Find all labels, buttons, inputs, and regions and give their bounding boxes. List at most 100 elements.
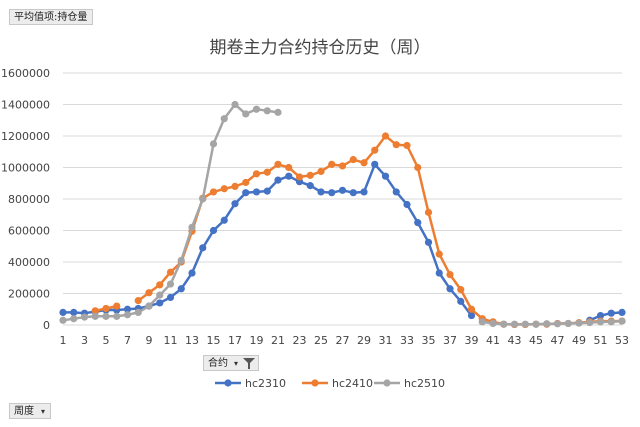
data-point	[166, 293, 175, 302]
data-point	[435, 269, 443, 277]
x-tick-label: 37	[443, 334, 457, 347]
data-point	[317, 188, 325, 196]
series-hc2510	[59, 100, 626, 328]
data-point	[209, 188, 218, 196]
data-point	[618, 308, 626, 316]
x-tick-label: 21	[271, 334, 285, 347]
data-point	[414, 163, 422, 172]
chart-title: 期卷主力合约持仓历史（周）	[210, 38, 431, 58]
data-point	[478, 318, 486, 326]
data-point	[596, 318, 605, 326]
data-point	[575, 319, 583, 327]
legend-marker	[311, 379, 319, 387]
data-point	[209, 140, 218, 148]
data-point	[274, 160, 282, 168]
legend-marker	[224, 379, 232, 387]
data-point	[123, 305, 132, 313]
data-point	[59, 308, 67, 316]
data-point	[123, 311, 132, 319]
y-tick-label: 0	[43, 319, 50, 332]
value-field-button[interactable]: 平均值项:持仓量	[9, 9, 93, 25]
series-line	[62, 103, 279, 322]
x-tick-label: 45	[529, 334, 543, 347]
x-tick-label: 3	[81, 334, 88, 347]
data-point	[231, 200, 239, 208]
x-tick-label: 25	[314, 334, 328, 347]
x-tick-label: 11	[164, 334, 178, 347]
x-tick-label: 33	[400, 334, 414, 347]
data-point	[285, 163, 293, 172]
y-tick-label: 800000	[8, 193, 50, 206]
y-tick-label: 400000	[8, 256, 50, 269]
data-point	[371, 146, 379, 154]
data-point	[91, 307, 99, 315]
data-point	[231, 100, 239, 109]
series-field-button[interactable]: 合约 ▾	[203, 355, 259, 371]
data-point	[403, 200, 411, 209]
data-point	[500, 320, 508, 328]
data-point	[102, 304, 110, 313]
x-tick-label: 15	[207, 334, 221, 347]
data-point	[457, 285, 465, 294]
data-point	[220, 185, 228, 193]
x-tick-label: 9	[146, 334, 153, 347]
data-point	[285, 172, 293, 180]
data-point	[252, 105, 261, 113]
x-tick-label: 39	[465, 334, 479, 347]
y-tick-label: 1000000	[1, 162, 50, 175]
series-field-label: 合约	[208, 358, 228, 369]
data-point	[199, 195, 207, 203]
x-tick-label: 51	[594, 334, 608, 347]
data-point	[392, 141, 400, 149]
data-point	[381, 132, 390, 140]
data-point	[510, 320, 519, 328]
data-point	[424, 208, 433, 216]
data-point	[349, 189, 357, 197]
x-tick-label: 7	[124, 334, 131, 347]
data-point	[360, 159, 368, 167]
x-axis: 1 3 5 7 9 11 13 15 17 19 21 23 25 27 29 31 33 35 37 39 41 43 4…	[60, 334, 630, 347]
data-point	[166, 280, 175, 288]
data-point	[349, 156, 357, 164]
series-hc2310	[59, 160, 626, 324]
data-point	[564, 319, 572, 328]
data-point	[403, 141, 411, 150]
data-point	[435, 250, 443, 258]
data-point	[220, 115, 228, 123]
data-point	[596, 311, 605, 320]
series-line	[589, 311, 623, 322]
legend: hc2310 hc2410 hc2510	[215, 377, 445, 390]
data-point	[242, 178, 250, 187]
data-point	[134, 308, 142, 316]
x-tick-label: 5	[103, 334, 110, 347]
data-point	[274, 108, 282, 116]
legend-item-hc2310[interactable]: hc2310	[215, 377, 286, 390]
data-point	[59, 316, 67, 324]
x-tick-label: 53	[615, 334, 629, 347]
legend-item-hc2410[interactable]: hc2410	[302, 377, 373, 390]
data-point	[220, 216, 228, 224]
x-tick-label: 41	[486, 334, 500, 347]
data-point	[166, 268, 175, 276]
value-field-label: 平均值项:持仓量	[14, 12, 88, 23]
x-tick-label: 31	[379, 334, 393, 347]
data-point	[618, 317, 626, 325]
data-point	[381, 172, 390, 180]
data-point	[70, 315, 78, 323]
x-tick-label: 35	[422, 334, 436, 347]
category-field-button[interactable]: 周度 ▾	[9, 403, 51, 419]
data-point	[156, 291, 164, 299]
y-tick-label: 1600000	[1, 67, 50, 80]
x-tick-label: 43	[508, 334, 522, 347]
series-layer	[59, 100, 626, 329]
x-tick-label: 17	[228, 334, 242, 347]
data-point	[252, 188, 261, 196]
data-point	[328, 160, 336, 168]
data-point	[188, 269, 196, 277]
data-point	[156, 299, 164, 307]
data-point	[209, 226, 218, 235]
x-tick-label: 13	[185, 334, 199, 347]
legend-item-hc2510[interactable]: hc2510	[374, 377, 445, 390]
y-tick-label: 1400000	[1, 99, 50, 112]
data-point	[489, 319, 497, 328]
